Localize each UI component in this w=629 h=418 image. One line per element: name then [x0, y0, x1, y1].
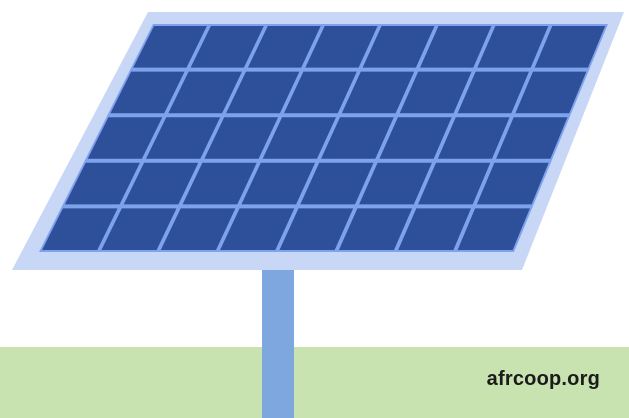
panel-cell: [101, 208, 177, 250]
panel-cell: [341, 71, 415, 114]
panel-cell: [160, 208, 236, 250]
panel-cell: [190, 26, 264, 68]
panel-cell: [168, 71, 242, 114]
panel-cell: [226, 71, 300, 114]
panel-cell: [476, 162, 549, 205]
panel-cell: [241, 162, 316, 205]
panel-cell: [42, 208, 118, 250]
panel-cell: [321, 117, 394, 159]
panel-cell: [338, 208, 413, 250]
panel-cell: [457, 208, 530, 250]
ground-strip: [0, 347, 629, 418]
panel-pole: [262, 270, 294, 418]
panel-cell: [146, 117, 221, 159]
panel-cell: [457, 71, 529, 114]
panel-cell: [398, 208, 471, 250]
panel-cell: [420, 26, 492, 68]
panel-cell: [204, 117, 279, 159]
panel-cell: [437, 117, 510, 159]
panel-cell: [123, 162, 199, 205]
solar-panel-icon: [42, 26, 606, 250]
panel-cell: [247, 26, 321, 68]
panel-cell: [87, 117, 163, 159]
panel-cell: [110, 71, 185, 114]
panel-cell: [362, 26, 435, 68]
panel-cell: [477, 26, 549, 68]
panel-cell: [418, 162, 491, 205]
panel-cell: [300, 162, 374, 205]
panel-cell: [279, 208, 354, 250]
panel-cell: [515, 71, 587, 114]
panel-cell: [379, 117, 452, 159]
panel-cell: [534, 26, 606, 68]
panel-cell: [359, 162, 432, 205]
site-label: afrcoop.org: [486, 368, 600, 390]
panel-cell: [284, 71, 357, 114]
panel-cell: [64, 162, 140, 205]
panel-cell: [220, 208, 295, 250]
panel-cell: [262, 117, 336, 159]
panel-cell: [399, 71, 472, 114]
panel-cell: [182, 162, 257, 205]
panel-cell: [305, 26, 378, 68]
panel-cell: [496, 117, 568, 159]
panel-cell: [133, 26, 207, 68]
